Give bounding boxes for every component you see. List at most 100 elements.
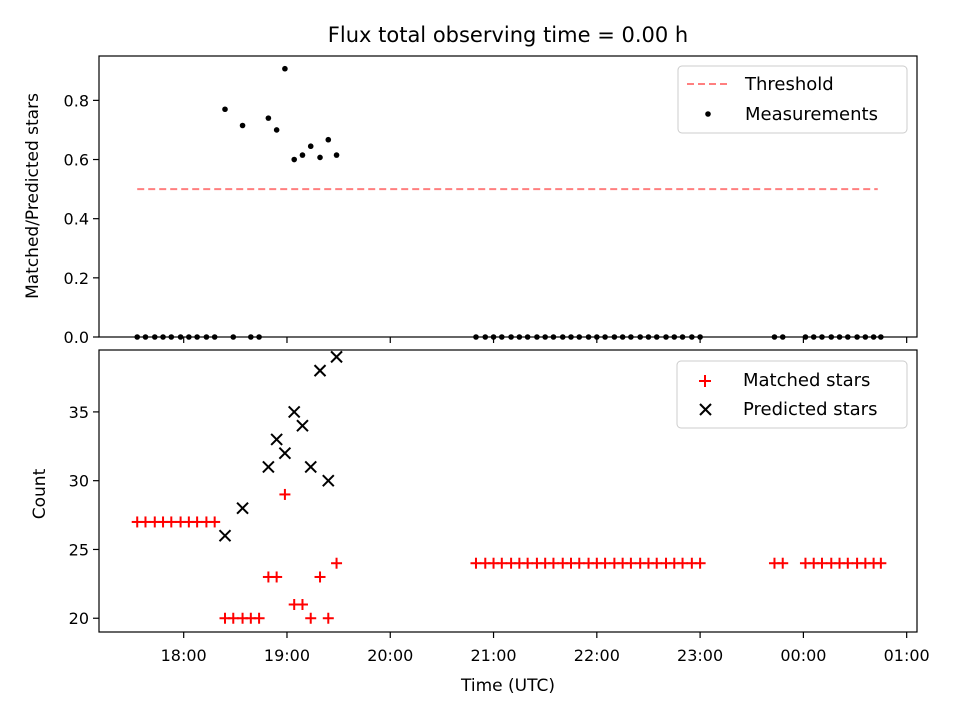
matched-stars-point [522, 557, 534, 569]
measurement-point [151, 334, 158, 340]
measurement-point [576, 334, 583, 340]
matched-stars-point [191, 516, 203, 528]
predicted-stars-legend-x-icon [699, 403, 712, 416]
matched-stars-point [279, 488, 291, 500]
matched-stars-point [227, 612, 239, 624]
legend-measurements-label: Measurements [745, 104, 878, 125]
x-tick-label: 20:00 [367, 646, 413, 665]
ratio-y-tick-label: 0.4 [64, 210, 89, 229]
measurement-point [508, 334, 514, 340]
ratio-panel-frame [98, 55, 918, 338]
measurement-point [194, 334, 200, 340]
matched-stars-point [777, 557, 789, 569]
measurement-point [542, 334, 548, 340]
measurement-point [653, 334, 660, 340]
measurement-point [611, 334, 618, 340]
measurement-point [490, 334, 497, 340]
measurement-point [222, 106, 228, 113]
predicted-stars-point [322, 474, 335, 487]
predicted-stars-point [262, 460, 275, 474]
x-tick-label: 21:00 [470, 646, 516, 665]
matched-stars-point [470, 557, 482, 569]
count-panel-marks [131, 350, 887, 624]
measurement-point [878, 334, 884, 340]
chart-title: Flux total observing time = 0.00 h [328, 23, 688, 47]
x-tick-label: 23:00 [677, 646, 723, 665]
predicted-stars-point [304, 460, 317, 474]
measurement-point [771, 334, 778, 340]
measurement-point [524, 334, 531, 340]
measurement-point [559, 334, 566, 340]
measurement-point [836, 334, 843, 340]
measurement-point [585, 334, 592, 340]
count-legend-box [676, 360, 908, 429]
matched-stars-point [322, 612, 334, 624]
measurement-point [671, 334, 678, 340]
measurement-point [689, 334, 695, 340]
matched-stars-point [271, 571, 283, 583]
matched-stars-point [296, 598, 308, 610]
ratio-panel-legend: Threshold Measurements [677, 65, 908, 134]
measurement-point [862, 334, 869, 340]
measurement-point [248, 334, 254, 340]
measurement-point [273, 127, 280, 133]
count-panel-ticks: 20 25 30 35 18:00 19:00 20:00 21:00 22:00 23:00 00… [69, 403, 930, 665]
predicted-stars-point [270, 433, 283, 446]
measurement-point [637, 334, 644, 340]
measurement-point [168, 334, 175, 340]
legend-matched-stars-label: Matched stars [743, 370, 870, 391]
measurement-point [594, 334, 600, 340]
count-panel: 20 25 30 35 18:00 19:00 20:00 21:00 22:00 23:00 00… [30, 349, 930, 665]
matched-stars-point [314, 571, 326, 583]
matched-stars-point [573, 557, 585, 569]
measurement-point [854, 334, 860, 340]
matched-stars-point [842, 557, 854, 569]
x-tick-label: 19:00 [264, 646, 310, 665]
predicted-stars-point [287, 405, 301, 419]
matched-stars-legend-plus-icon [699, 375, 711, 387]
measurement-point [568, 334, 574, 340]
matched-stars-point [816, 557, 828, 569]
measurement-point [291, 156, 298, 163]
measurement-point [550, 334, 557, 340]
measurement-point [142, 334, 149, 340]
matched-stars-point [305, 612, 317, 624]
measurement-point [473, 334, 479, 340]
predicted-stars-point [296, 419, 309, 432]
measurement-point [810, 334, 817, 340]
count-panel-frame [98, 349, 918, 633]
measurement-point [645, 334, 652, 340]
matched-stars-point [651, 557, 663, 569]
measurement-point [307, 143, 314, 150]
matched-stars-point [599, 557, 611, 569]
ratio-panel-marks [134, 65, 884, 340]
measurement-point [211, 334, 218, 340]
measurement-point [333, 152, 340, 158]
count-y-tick-label: 30 [69, 472, 89, 491]
measurement-point [482, 334, 489, 340]
matched-stars-point [139, 516, 151, 528]
measurement-point [230, 334, 237, 340]
measurement-point [819, 334, 825, 340]
ratio-y-tick-label: 0.2 [64, 269, 89, 288]
measurement-point [679, 334, 686, 340]
measurement-point [534, 334, 540, 340]
matched-stars-point [209, 516, 221, 528]
measurement-point [299, 152, 306, 158]
matched-stars-point [694, 557, 706, 569]
x-tick-label: 00:00 [780, 646, 826, 665]
predicted-stars-point [218, 529, 232, 542]
legend-predicted-stars-label: Predicted stars [743, 399, 877, 420]
count-y-tick-label: 35 [69, 403, 89, 422]
matched-stars-point [875, 557, 887, 569]
ratio-y-tick-label: 0.6 [64, 151, 89, 170]
measurement-point [160, 334, 166, 340]
measurement-point [499, 334, 505, 340]
measurement-point [602, 334, 608, 340]
measurement-point [265, 115, 272, 121]
measurement-point [845, 334, 851, 340]
ratio-y-tick-label: 0.8 [64, 91, 89, 110]
legend-threshold-label: Threshold [744, 74, 834, 95]
measurement-point [828, 334, 835, 340]
